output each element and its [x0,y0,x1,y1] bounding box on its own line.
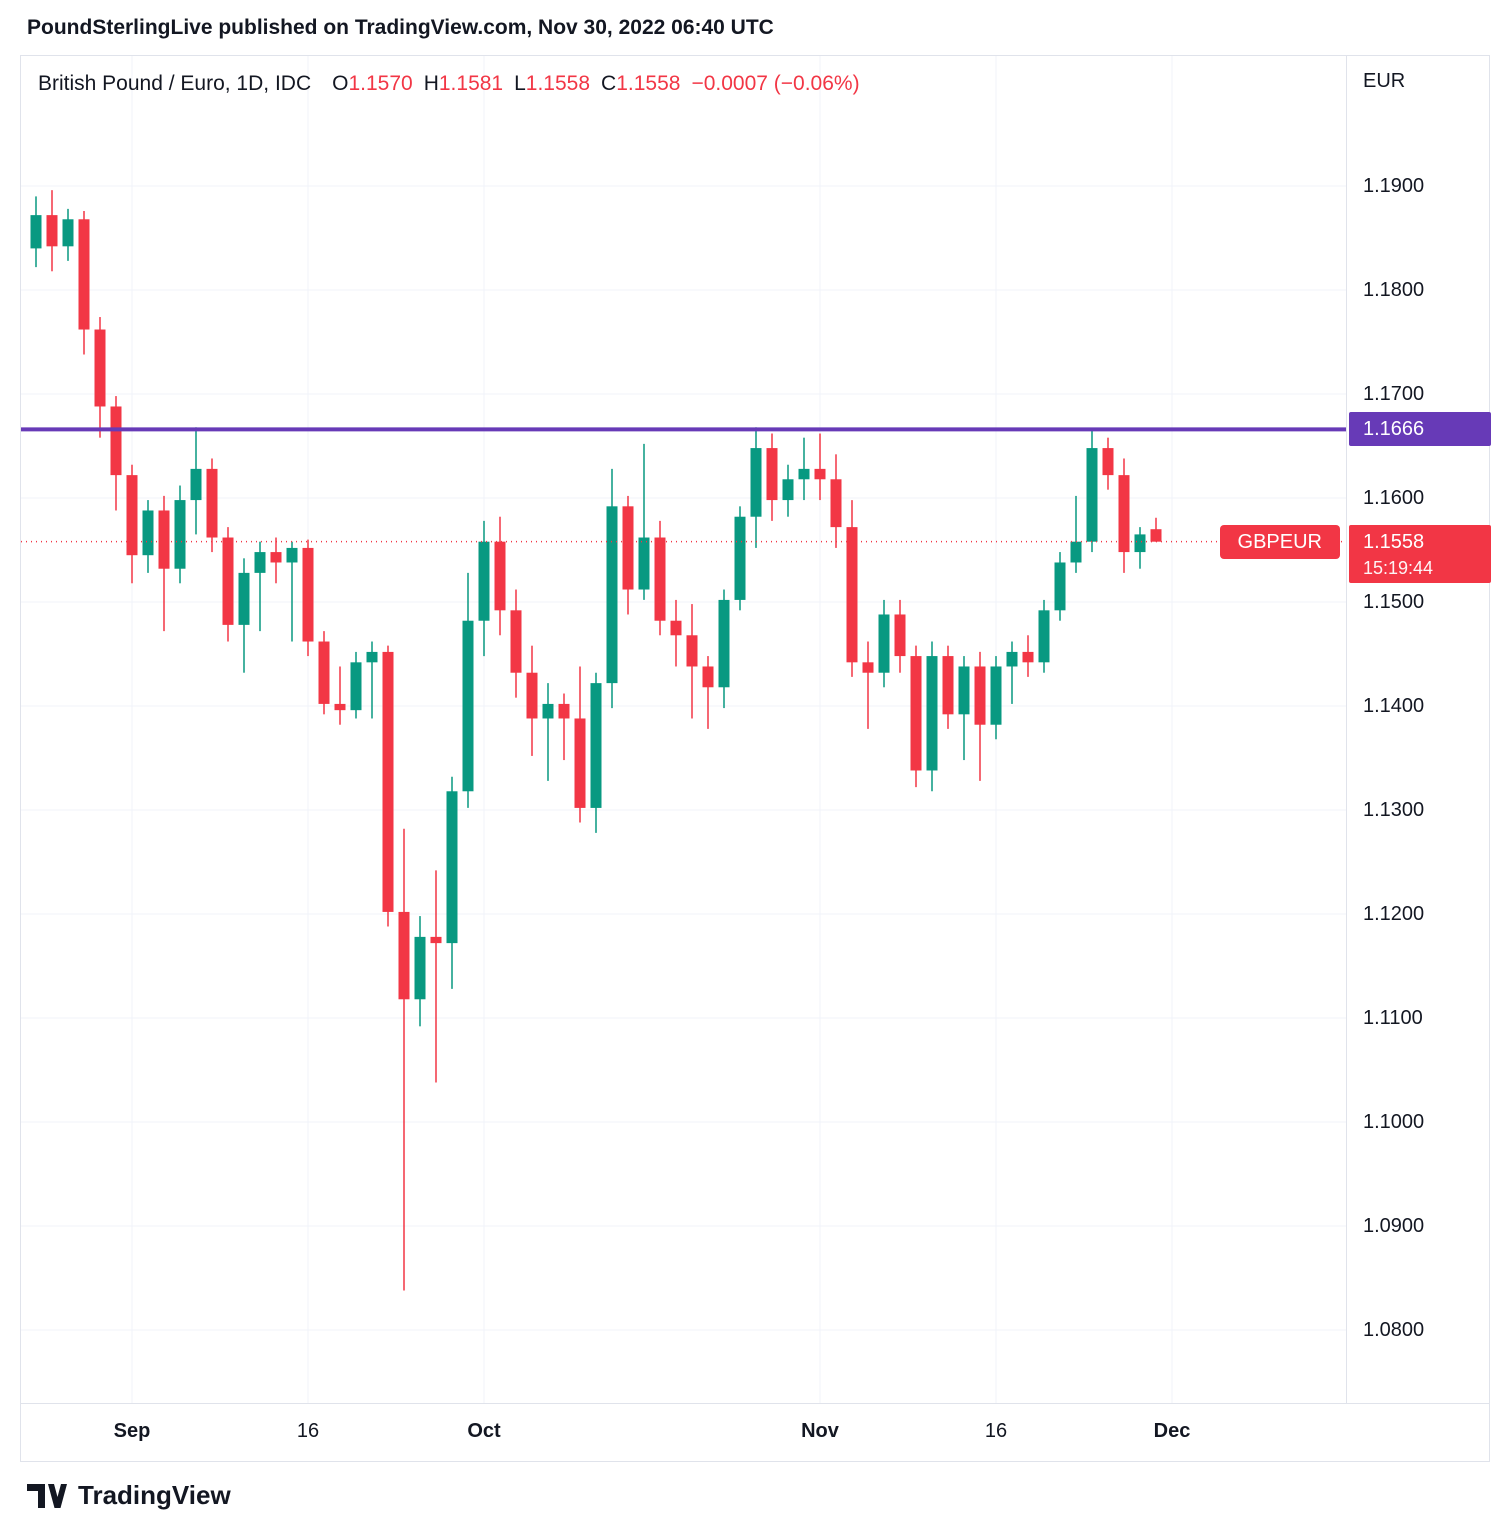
price-axis[interactable]: EUR 1.1900 1.1800 1.1700 1.1600 1.1500 1.1400… [1346,56,1491,1403]
time-axis-label: Nov [801,1420,839,1442]
ohlc-close: C1.1558 [601,72,681,95]
candlestick-chart[interactable] [21,56,1346,1403]
time-axis-label: Oct [467,1420,501,1442]
tradingview-logo-icon[interactable] [27,1483,67,1508]
price-axis-label: 1.1400 [1363,695,1425,717]
horizontal-line-price-tag: 1.1666 [1349,412,1491,447]
ohlc-low: L1.1558 [514,72,591,95]
attribution-text: PoundSterlingLive published on TradingVi… [27,16,774,39]
price-axis-label: 1.1000 [1363,1111,1425,1133]
tradingview-logo-text[interactable]: TradingView [78,1480,231,1510]
chart-container: British Pound / Euro, 1D, IDC O1.1570 H1… [20,55,1491,1462]
price-axis-label: 1.1500 [1363,591,1425,613]
time-axis-label: Dec [1153,1420,1191,1442]
change-value: −0.0007 (−0.06%) [691,72,860,95]
last-price-tag: 1.1558 15:19:44 [1349,524,1491,583]
bar-countdown: 15:19:44 [1363,557,1434,578]
price-axis-label: 1.0800 [1363,1319,1425,1341]
plot-area[interactable]: British Pound / Euro, 1D, IDC O1.1570 H1… [21,56,1346,1403]
ohlc-high: H1.1581 [423,72,504,95]
symbol-title[interactable]: British Pound / Euro, 1D, IDC [38,72,312,95]
price-axis-label: 1.0900 [1363,1215,1425,1237]
gbpeur-price-flag: GBPEUR [1219,524,1340,559]
time-axis[interactable]: Sep 16 Oct Nov 16 Dec [21,1403,1490,1462]
price-axis-label: 1.1100 [1363,1007,1423,1029]
time-axis-label: 16 [296,1420,320,1442]
price-axis-label: 1.1200 [1363,903,1425,925]
time-axis-label: 16 [984,1420,1008,1442]
currency-label: EUR [1363,70,1406,92]
symbol-header: British Pound / Euro, 1D, IDC O1.1570 H1… [38,72,860,96]
price-axis-label: 1.1700 [1363,383,1425,405]
time-axis-label: Sep [113,1420,151,1442]
ohlc-open: O1.1570 [332,72,413,95]
tradingview-footer: TradingView [27,1480,231,1511]
last-price-value: 1.1558 [1363,530,1425,553]
price-axis-label: 1.1300 [1363,799,1425,821]
price-axis-label: 1.1600 [1363,487,1425,509]
price-axis-label: 1.1900 [1363,175,1425,197]
price-axis-label: 1.1800 [1363,279,1425,301]
